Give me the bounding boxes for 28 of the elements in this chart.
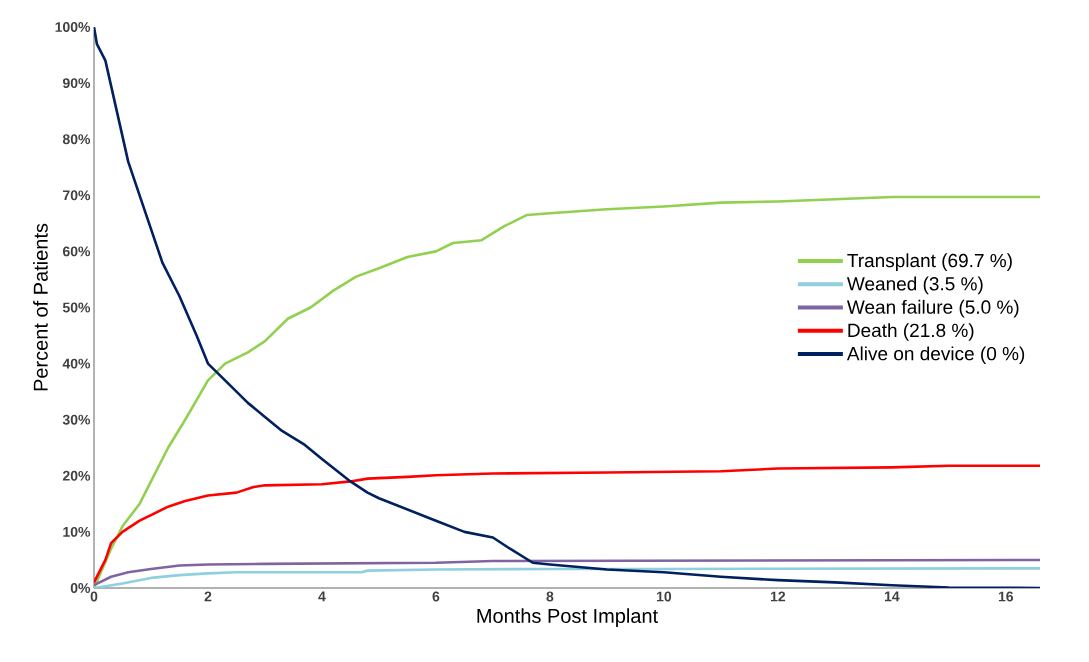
legend-label: Alive on device (0 %) — [846, 346, 1025, 365]
x-tick-label: 16 — [998, 591, 1014, 602]
x-tick-label: 10 — [656, 591, 672, 602]
line-series — [94, 464, 1041, 584]
legend-label: Transplant (69.7 %) — [847, 253, 1012, 272]
x-tick-label: 2 — [204, 591, 212, 602]
x-tick-label: 6 — [432, 591, 440, 602]
y-tick-label: 30% — [62, 414, 91, 425]
legend-label: Wean failure (5.0 %) — [846, 299, 1019, 318]
legend-label: Weaned (3.5 %) — [846, 276, 983, 295]
y-tick-label: 70% — [63, 190, 91, 201]
x-tick-label: 14 — [884, 591, 900, 602]
legend-label: Death (21.8 %) — [848, 323, 974, 341]
x-axis-title: Months Post Implant — [477, 608, 658, 627]
x-tick-label: 8 — [546, 591, 554, 602]
x-tick-label: 4 — [318, 591, 326, 602]
y-tick-label: 50% — [62, 302, 91, 313]
y-tick-label: 20% — [62, 470, 91, 481]
x-tick-label: 0 — [90, 591, 98, 602]
y-tick-label: 80% — [62, 134, 91, 145]
y-tick-label: 60% — [62, 246, 91, 257]
y-tick-label: 100% — [55, 22, 91, 32]
y-tick-label: 40% — [62, 358, 91, 369]
y-axis-title: Percent of Patients — [33, 223, 48, 391]
x-tick-label: 12 — [770, 591, 786, 602]
y-tick-label: 10% — [63, 526, 91, 537]
y-tick-label: 90% — [62, 78, 91, 89]
y-tick-label: 0% — [70, 583, 91, 593]
